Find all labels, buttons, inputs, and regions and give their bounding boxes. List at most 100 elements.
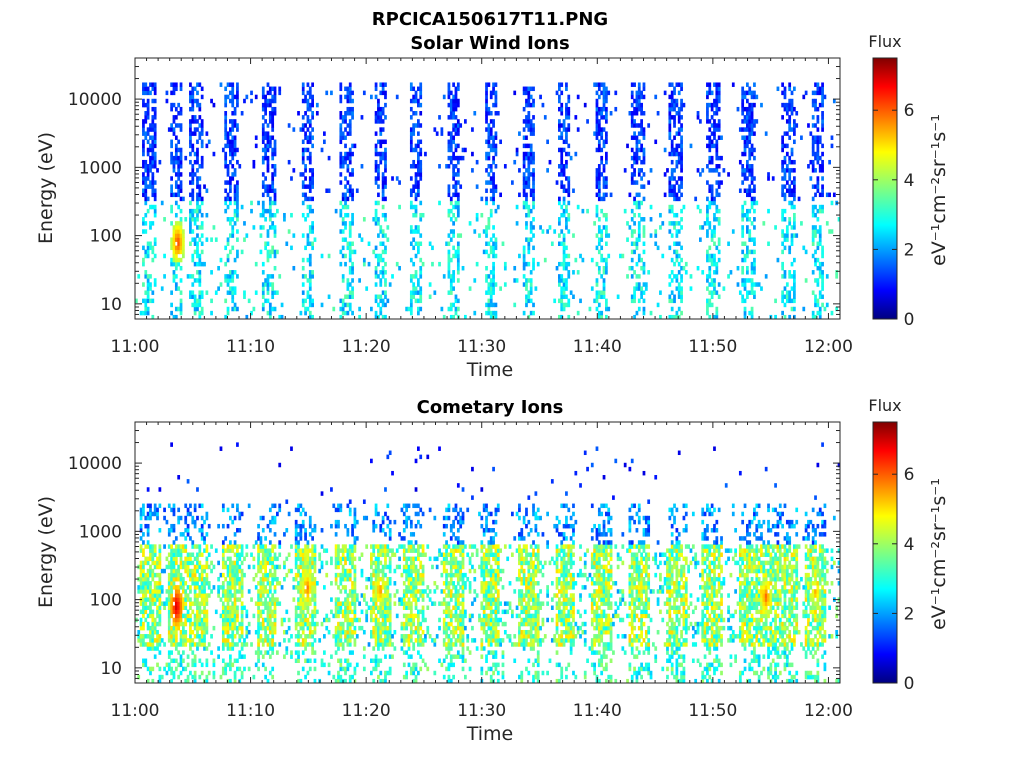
- heatmap-cell: [527, 111, 531, 116]
- heatmap-cell: [146, 286, 150, 291]
- heatmap-cell: [527, 278, 531, 283]
- heatmap-cell: [565, 127, 568, 132]
- heatmap-cell: [567, 253, 571, 259]
- heatmap-cell: [177, 519, 181, 525]
- heatmap-cell: [600, 90, 604, 96]
- heatmap-cell: [381, 212, 385, 218]
- heatmap-cell: [790, 127, 794, 132]
- heatmap-cell: [259, 589, 263, 594]
- heatmap-cell: [708, 257, 712, 263]
- heatmap-cell: [381, 302, 385, 308]
- heatmap-cell: [417, 155, 420, 161]
- heatmap-cell: [200, 86, 204, 92]
- heatmap-cell: [764, 274, 768, 279]
- heatmap-cell: [304, 306, 307, 312]
- heatmap-cell: [146, 86, 150, 92]
- heatmap-cell: [323, 131, 326, 136]
- heatmap-cell: [532, 176, 535, 181]
- heatmap-cell: [565, 164, 568, 169]
- heatmap-cell: [273, 94, 277, 100]
- heatmap-cell: [715, 290, 719, 295]
- heatmap-cell: [351, 310, 354, 316]
- heatmap-cell: [203, 589, 206, 594]
- heatmap-cell: [191, 552, 195, 557]
- heatmap-cell: [576, 94, 580, 100]
- heatmap-cell: [471, 168, 474, 173]
- heatmap-cell: [170, 572, 173, 578]
- heatmap-cell: [720, 180, 723, 185]
- heatmap-cell: [306, 196, 310, 202]
- heatmap-cell: [189, 572, 192, 578]
- heatmap-cell: [670, 159, 674, 165]
- heatmap-cell: [224, 274, 228, 279]
- heatmap-cell: [673, 184, 676, 189]
- heatmap-cell: [818, 306, 822, 312]
- heatmap-cell: [170, 650, 173, 655]
- heatmap-cell: [233, 123, 237, 128]
- heatmap-cell: [308, 253, 312, 259]
- heatmap-cell: [179, 613, 183, 619]
- heatmap-cell: [283, 212, 286, 218]
- heatmap-cell: [492, 233, 495, 238]
- heatmap-cell: [605, 106, 608, 112]
- heatmap-cell: [532, 245, 535, 251]
- heatmap-cell: [339, 127, 343, 132]
- heatmap-cell: [527, 176, 531, 181]
- heatmap-cell: [231, 294, 235, 300]
- heatmap-cell: [153, 86, 157, 92]
- heatmap-cell: [818, 314, 822, 319]
- heatmap-cell: [532, 192, 535, 198]
- heatmap-cell: [151, 184, 155, 189]
- heatmap-cell: [191, 168, 195, 173]
- heatmap-cell: [417, 192, 420, 198]
- heatmap-cell: [236, 568, 239, 574]
- heatmap-cell: [677, 106, 681, 112]
- heatmap-cell: [240, 585, 244, 590]
- heatmap-cell: [236, 94, 239, 100]
- heatmap-cell: [633, 200, 636, 206]
- heatmap-cell: [236, 90, 239, 96]
- heatmap-cell: [142, 245, 145, 251]
- heatmap-cell: [452, 155, 455, 161]
- heatmap-cell: [677, 184, 681, 189]
- heatmap-cell: [602, 106, 606, 112]
- heatmap-cell: [412, 111, 416, 116]
- heatmap-cell: [266, 257, 270, 263]
- heatmap-cell: [177, 475, 181, 480]
- heatmap-cell: [553, 229, 557, 234]
- heatmap-cell: [139, 642, 143, 647]
- heatmap-cell: [567, 98, 571, 104]
- heatmap-cell: [233, 572, 237, 578]
- heatmap-cell: [196, 576, 199, 582]
- heatmap-cell: [814, 168, 817, 173]
- heatmap-cell: [344, 159, 347, 165]
- heatmap-cell: [153, 106, 157, 112]
- heatmap-cell: [783, 286, 787, 291]
- heatmap-cell: [790, 225, 794, 230]
- heatmap-cell: [179, 225, 183, 230]
- heatmap-cell: [381, 155, 385, 161]
- heatmap-cell: [358, 278, 361, 283]
- heatmap-cell: [139, 560, 143, 566]
- heatmap-cell: [351, 143, 354, 149]
- heatmap-cell: [259, 613, 263, 619]
- heatmap-cell: [750, 278, 754, 283]
- heatmap-cell: [529, 147, 533, 153]
- heatmap-cell: [257, 601, 260, 606]
- heatmap-cell: [485, 102, 488, 108]
- heatmap-cell: [151, 127, 155, 132]
- heatmap-cell: [264, 597, 267, 602]
- heatmap-cell: [452, 139, 455, 145]
- heatmap-cell: [346, 278, 350, 283]
- heatmap-cell: [637, 237, 641, 242]
- heatmap-cell: [341, 302, 345, 308]
- heatmap-cell: [790, 102, 794, 108]
- heatmap-cell: [384, 233, 387, 238]
- heatmap-cell: [341, 164, 345, 169]
- heatmap-cell: [485, 278, 488, 283]
- heatmap-cell: [529, 188, 533, 193]
- heatmap-cell: [793, 204, 796, 210]
- heatmap-cell: [821, 245, 824, 251]
- heatmap-cell: [438, 261, 441, 267]
- heatmap-cell: [236, 82, 239, 87]
